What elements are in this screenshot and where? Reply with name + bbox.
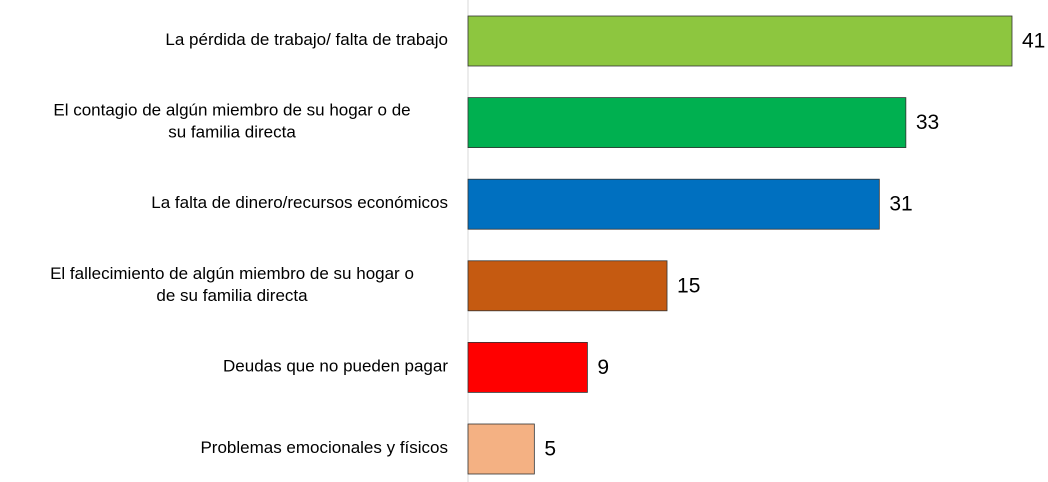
bar (467, 341, 588, 393)
value-label: 5 (544, 438, 556, 461)
category-label: La falta de dinero/recursos económicos (151, 194, 448, 213)
category-label: Deudas que no pueden pagar (223, 357, 448, 376)
category-line: La falta de dinero/recursos económicos (151, 194, 448, 213)
category-label: La pérdida de trabajo/ falta de trabajo (165, 30, 448, 49)
value-label: 9 (597, 356, 609, 379)
bar (467, 260, 668, 312)
bar (467, 423, 535, 475)
value-label: 33 (916, 111, 939, 134)
category-label: El fallecimiento de algún miembro de su … (50, 264, 414, 305)
bar (467, 178, 880, 230)
category-label: Problemas emocionales y físicos (200, 438, 448, 457)
category-line: Deudas que no pueden pagar (223, 357, 448, 376)
category-line: El fallecimiento de algún miembro de su … (50, 264, 414, 283)
category-line: su familia directa (168, 123, 296, 142)
value-label: 31 (889, 193, 912, 216)
bar (467, 15, 1013, 67)
value-label: 15 (677, 274, 700, 297)
category-line: Problemas emocionales y físicos (200, 438, 448, 457)
category-label: El contagio de algún miembro de su hogar… (53, 101, 410, 142)
category-line: de su familia directa (156, 286, 308, 305)
category-line: El contagio de algún miembro de su hogar… (53, 101, 410, 120)
value-label: 41 (1022, 30, 1045, 53)
bar (467, 97, 907, 148)
category-line: La pérdida de trabajo/ falta de trabajo (165, 30, 448, 49)
